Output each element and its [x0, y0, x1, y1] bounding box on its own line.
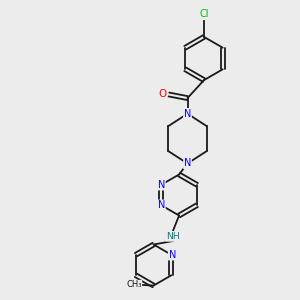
- Text: N: N: [158, 180, 165, 190]
- Text: N: N: [158, 200, 165, 210]
- Text: N: N: [184, 109, 191, 119]
- Text: CH₃: CH₃: [126, 280, 142, 290]
- Text: Cl: Cl: [199, 9, 209, 20]
- Text: N: N: [169, 250, 176, 260]
- Text: NH: NH: [166, 232, 180, 241]
- Text: N: N: [184, 158, 191, 169]
- Text: O: O: [158, 89, 166, 99]
